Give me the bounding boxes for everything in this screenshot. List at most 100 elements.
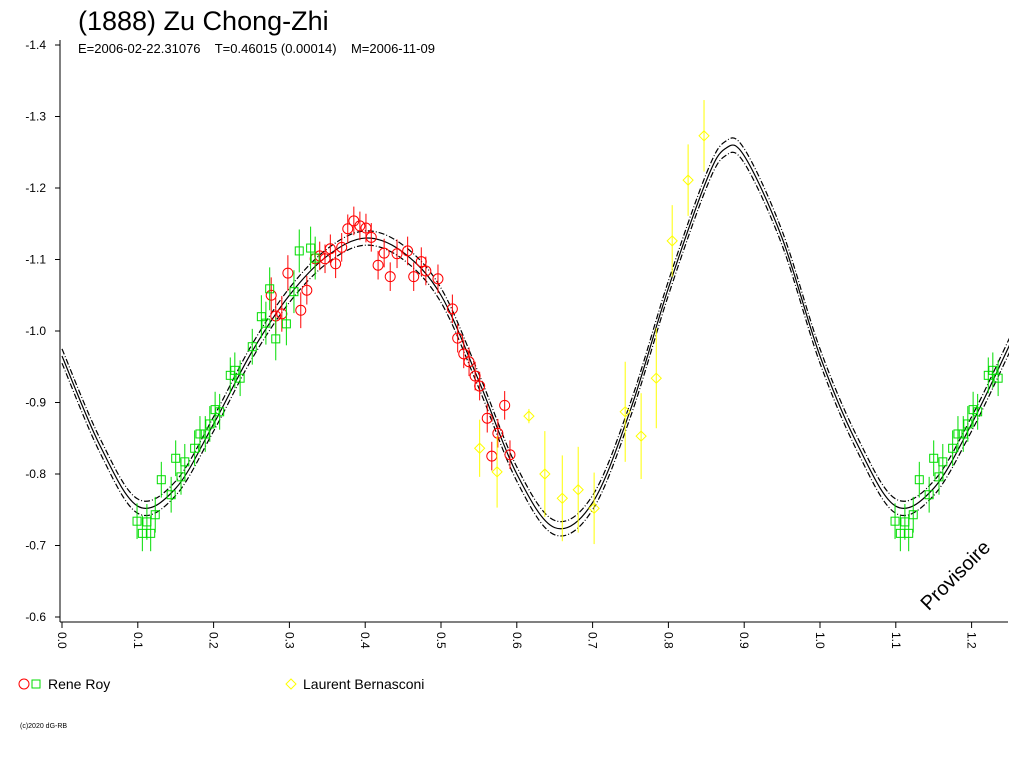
x-tick-label: 0.3 — [282, 632, 296, 649]
data-point — [365, 231, 377, 243]
y-tick-label: -0.6 — [25, 610, 46, 624]
data-point — [247, 342, 257, 352]
data-point — [166, 490, 176, 500]
data-point — [474, 380, 486, 392]
x-tick-label: 0.9 — [737, 632, 751, 649]
legend-label: Laurent Bernasconi — [303, 676, 424, 692]
data-point — [963, 419, 973, 429]
y-tick-label: -1.1 — [25, 253, 46, 267]
data-point — [200, 429, 210, 439]
fit-curve — [61, 144, 1009, 530]
data-point — [180, 457, 190, 467]
data-point — [265, 289, 277, 301]
x-tick-label: 0.1 — [131, 632, 145, 649]
data-point — [295, 304, 307, 316]
legend-marker — [18, 678, 30, 690]
data-point — [924, 490, 934, 500]
data-point — [635, 430, 647, 442]
data-point — [929, 453, 939, 463]
data-point — [499, 399, 511, 411]
data-point — [378, 247, 390, 259]
x-tick-label: 1.2 — [965, 632, 979, 649]
data-point — [682, 174, 694, 186]
data-point — [492, 427, 504, 439]
data-point — [619, 406, 631, 418]
fit-curve — [61, 151, 1009, 537]
x-tick-label: 0.4 — [358, 632, 372, 649]
data-point — [983, 370, 993, 380]
data-point — [698, 130, 710, 142]
data-point — [958, 429, 968, 439]
legend-marker — [31, 679, 41, 689]
data-point — [330, 258, 342, 270]
data-point — [195, 429, 205, 439]
data-point — [572, 484, 584, 496]
data-point — [282, 267, 294, 279]
chart-subtitle: E=2006-02-22.31076 T=0.46015 (0.00014) M… — [78, 41, 435, 56]
x-tick-label: 1.0 — [813, 632, 827, 649]
data-point — [190, 443, 200, 453]
data-point — [336, 241, 348, 253]
data-point — [210, 405, 220, 415]
data-point — [650, 372, 662, 384]
data-point — [446, 303, 458, 315]
data-point — [973, 407, 983, 417]
legend-label: Rene Roy — [48, 676, 110, 692]
data-point — [890, 516, 900, 526]
data-point — [230, 365, 240, 375]
data-point — [261, 318, 271, 328]
fit-curves — [61, 137, 1009, 537]
data-point — [215, 407, 225, 417]
data-point — [588, 502, 600, 515]
data-point — [294, 246, 304, 256]
data-point — [342, 223, 354, 235]
data-point — [432, 273, 444, 285]
data-point — [265, 284, 275, 294]
data-point — [938, 457, 948, 467]
data-point — [993, 373, 1003, 383]
data-point — [289, 287, 299, 297]
data-point — [914, 475, 924, 485]
data-point — [271, 334, 281, 344]
data-point — [452, 332, 464, 344]
y-tick-label: -0.9 — [25, 396, 46, 410]
x-tick-label: 0.8 — [661, 632, 675, 649]
data-point — [310, 253, 320, 263]
fit-curve — [61, 137, 1009, 523]
data-point — [539, 468, 551, 480]
x-tick-label: 1.1 — [889, 632, 903, 649]
data-point — [324, 243, 336, 255]
data-point — [132, 516, 142, 526]
y-tick-label: -1.0 — [25, 324, 46, 338]
y-tick-label: -0.7 — [25, 539, 46, 553]
data-point — [481, 412, 493, 424]
data-point — [235, 373, 245, 383]
data-point — [384, 271, 396, 283]
data-point — [156, 475, 166, 485]
data-point — [402, 245, 414, 257]
data-point — [953, 429, 963, 439]
data-point — [281, 319, 291, 329]
data-point — [171, 453, 181, 463]
data-point — [408, 271, 420, 283]
data-point — [908, 510, 918, 520]
data-point — [420, 265, 432, 277]
data-point — [556, 492, 568, 505]
y-tick-label: -0.8 — [25, 467, 46, 481]
data-point — [301, 284, 313, 296]
data-point — [473, 442, 486, 454]
footer: (c)2020 dG-RB — [20, 723, 67, 730]
y-tick-label: -1.4 — [25, 38, 46, 52]
data-point — [948, 443, 958, 453]
data-point — [904, 528, 914, 538]
data-point — [306, 243, 316, 253]
x-tick-label: 0.6 — [510, 632, 524, 649]
y-tick-label: -1.3 — [25, 110, 46, 124]
legend-marker — [285, 678, 297, 690]
data-point — [146, 528, 156, 538]
data-point — [491, 466, 503, 478]
data-point — [988, 365, 998, 375]
